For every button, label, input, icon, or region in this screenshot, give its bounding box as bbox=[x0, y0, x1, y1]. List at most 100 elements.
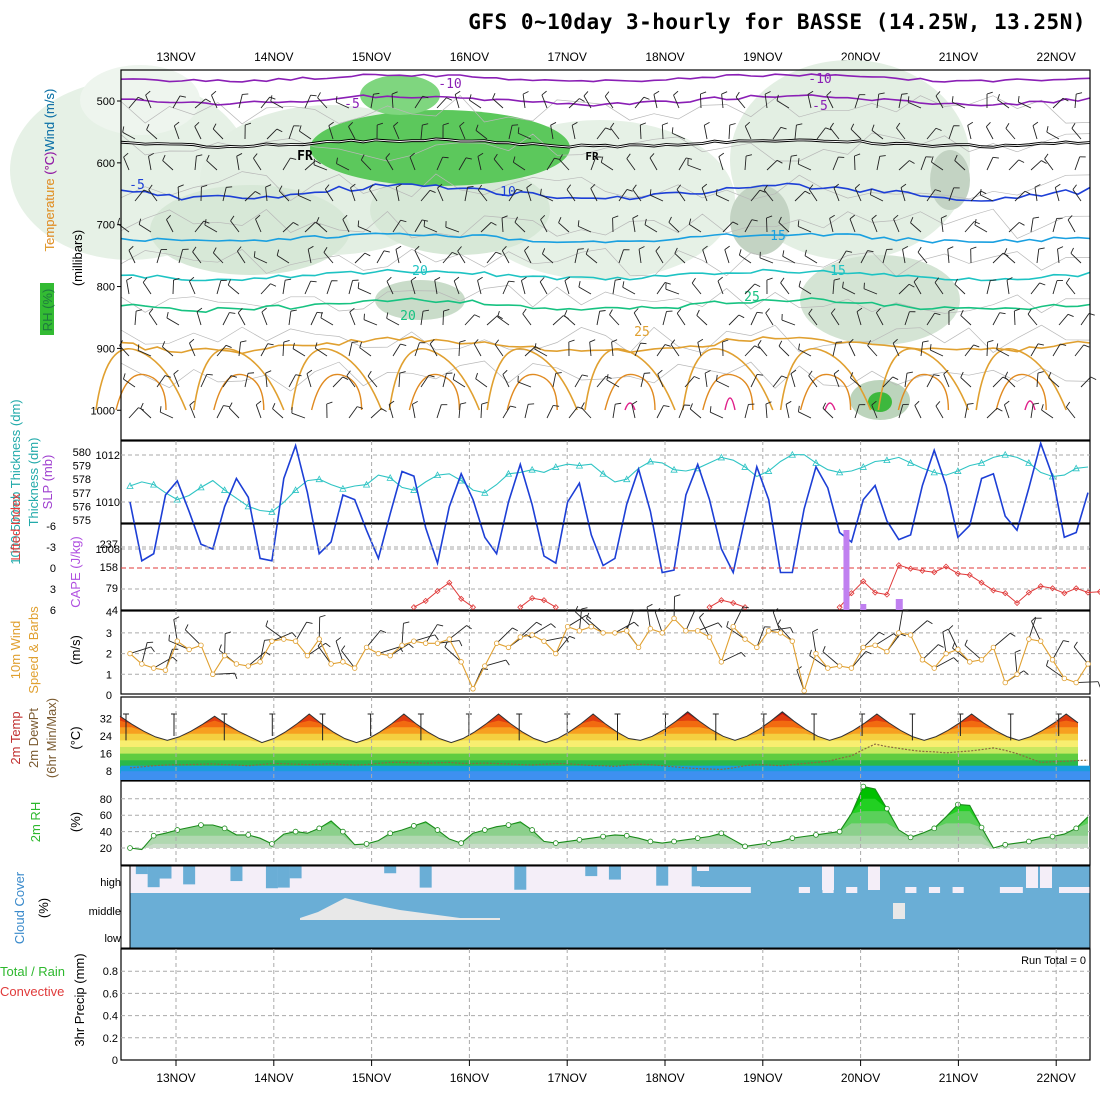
upper-wind-barb bbox=[1032, 125, 1038, 140]
wind-barb-flag bbox=[230, 375, 237, 378]
upper-wind-barb bbox=[917, 251, 928, 264]
upper-wind-barb bbox=[395, 249, 400, 264]
wind10-marker bbox=[1073, 679, 1079, 686]
wind-barb-flag bbox=[974, 219, 977, 226]
upper-wind-barb bbox=[244, 191, 256, 202]
wind-barb-flag bbox=[283, 340, 290, 343]
wind-barb-flag bbox=[1033, 216, 1040, 219]
cloud-middle-gap bbox=[893, 903, 905, 919]
wind-barb-flag bbox=[512, 156, 516, 163]
wind10-marker bbox=[718, 659, 725, 665]
li-axis-label: Lifted Index bbox=[8, 493, 23, 561]
wind-barb-flag bbox=[688, 218, 692, 225]
isotherm-label: 20 bbox=[412, 264, 428, 279]
upper-wind-barb bbox=[701, 187, 708, 202]
wind10-barb bbox=[964, 645, 982, 661]
wind10-marker bbox=[1037, 638, 1044, 644]
isotherm-35-cell bbox=[1024, 400, 1036, 411]
wind10-barb bbox=[685, 610, 696, 632]
wind-barb-flag bbox=[255, 191, 261, 195]
thickness-marker bbox=[906, 459, 915, 466]
upper-wind-barb bbox=[833, 373, 840, 388]
li-marker bbox=[1049, 585, 1056, 592]
upper-wind-barb bbox=[260, 283, 271, 295]
upper-wind-barb bbox=[282, 280, 286, 295]
wind10-marker bbox=[635, 644, 642, 651]
upper-wind-barb bbox=[564, 315, 576, 326]
upper-wind-barb bbox=[931, 161, 944, 171]
wind-barb-flag bbox=[1006, 277, 1013, 281]
upper-wind-barb bbox=[306, 373, 312, 388]
wind-barb-flag bbox=[174, 121, 180, 127]
wind-barb-flag bbox=[704, 370, 711, 374]
upper-wind-barb bbox=[436, 97, 447, 109]
rh-marker bbox=[623, 832, 630, 839]
upper-wind-barb bbox=[134, 311, 137, 326]
wind10-marker bbox=[836, 663, 843, 669]
wind-barb-flag bbox=[986, 91, 993, 95]
upper-wind-barb bbox=[656, 282, 666, 295]
wind-barb-flag bbox=[189, 276, 195, 282]
wind-barb-flag bbox=[137, 96, 144, 101]
wind10-marker bbox=[292, 638, 299, 644]
upper-wind-barb bbox=[315, 347, 328, 357]
rh-swatch bbox=[40, 283, 54, 335]
wind-barb-flag bbox=[412, 400, 418, 405]
wind-barb-flag bbox=[871, 124, 875, 131]
upper-wind-barb bbox=[718, 156, 724, 171]
wind-barb-flag bbox=[849, 214, 856, 220]
wind-barb-flag bbox=[797, 220, 800, 227]
thickness-marker bbox=[788, 450, 796, 458]
wind10-barb bbox=[366, 630, 381, 648]
wind-barb-flag bbox=[352, 341, 359, 343]
wind-barb-flag bbox=[850, 372, 854, 378]
wind-barb-flag bbox=[657, 369, 663, 375]
upper-wind-barb bbox=[388, 404, 394, 419]
wind-barb-flag bbox=[892, 376, 899, 380]
upper-wind-barb bbox=[574, 249, 579, 264]
wind-barb-flag bbox=[825, 127, 832, 131]
wind10-marker bbox=[931, 665, 937, 671]
upper-wind-barb bbox=[459, 125, 466, 140]
wind-barb-flag bbox=[465, 157, 472, 160]
wind-barb-flag bbox=[298, 125, 302, 132]
upper-wind-barb bbox=[194, 156, 197, 171]
wind10-barb bbox=[141, 642, 148, 665]
upper-wind-barb bbox=[856, 311, 862, 326]
wind-barb-flag bbox=[581, 402, 585, 408]
upper-wind-barb bbox=[765, 312, 774, 326]
wind10-marker bbox=[150, 665, 157, 671]
wind10-marker bbox=[162, 667, 169, 673]
wind-barb-flag bbox=[954, 278, 958, 285]
wind-barb-flag bbox=[145, 90, 151, 96]
upper-wind-barb bbox=[668, 221, 680, 233]
wind10-barb bbox=[626, 609, 635, 631]
wind-barb-flag bbox=[536, 621, 542, 626]
wind-barb-flag bbox=[765, 308, 770, 314]
upper-wind-barb bbox=[759, 257, 774, 264]
upper-wind-barb bbox=[704, 373, 708, 388]
wind-barb-flag bbox=[230, 215, 235, 222]
thickness-marker bbox=[717, 453, 726, 461]
wind-barb-flag bbox=[948, 308, 955, 312]
li-tick-label: 3 bbox=[50, 584, 56, 596]
upper-wind-barb bbox=[612, 404, 616, 419]
bottom-date-label: 14NOV bbox=[254, 1071, 293, 1085]
bottom-date-label: 18NOV bbox=[645, 1071, 684, 1085]
upper-wind-barb bbox=[477, 280, 482, 295]
wind-barb-flag bbox=[798, 280, 801, 287]
wind-barb-flag bbox=[161, 341, 166, 348]
rh-marker bbox=[1026, 838, 1032, 845]
upper-wind-barb bbox=[788, 156, 792, 171]
upper-wind-barb bbox=[216, 280, 222, 295]
wind-barb-flag bbox=[335, 637, 342, 642]
wind-barb-flag bbox=[457, 246, 462, 252]
upper-wind-barb bbox=[684, 376, 695, 388]
upper-wind-barb bbox=[320, 317, 334, 326]
wind10-barb bbox=[378, 646, 400, 655]
wind-barb-flag bbox=[541, 90, 547, 96]
temp-tick-label: 24 bbox=[100, 731, 112, 743]
upper-wind-barb bbox=[882, 376, 894, 388]
wind10-barb bbox=[265, 625, 285, 640]
thickness-marker bbox=[883, 456, 891, 464]
